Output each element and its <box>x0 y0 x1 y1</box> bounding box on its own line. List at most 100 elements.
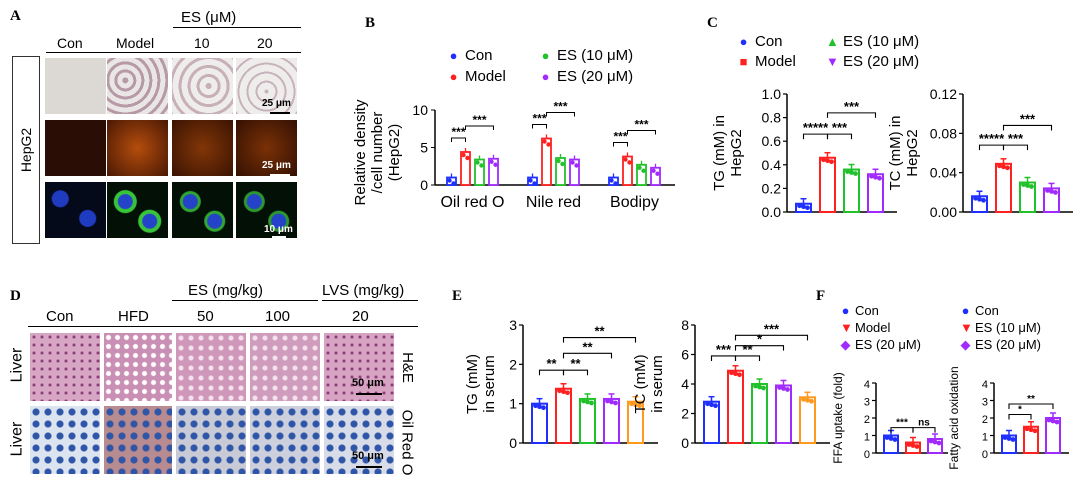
data-point <box>757 384 762 390</box>
y-tick-label: 0.4 <box>762 157 782 173</box>
a-img-bf-model <box>107 58 168 114</box>
f-legend-l-label-model: Model <box>855 320 891 335</box>
panel-letter-b: B <box>365 15 376 31</box>
y-tick-label: 1 <box>982 432 988 444</box>
bar <box>727 369 744 444</box>
f-legend-l-label-es20: ES (20 μM) <box>855 337 922 352</box>
y-axis-label: Relative density/cell number(HepG2) <box>352 99 403 205</box>
d-row-label-box-1: Liver <box>6 330 28 400</box>
data-point <box>825 158 830 164</box>
data-point <box>1045 188 1050 193</box>
data-point <box>1029 184 1034 189</box>
b-legend-label-model: Model <box>465 68 506 85</box>
data-point <box>1006 436 1012 441</box>
significance-bracket <box>562 369 589 376</box>
y-tick-label: 0.04 <box>930 165 957 181</box>
b-legend-model: ● Model <box>448 68 506 85</box>
a-group-line <box>173 27 301 28</box>
data-point <box>541 405 546 411</box>
data-point <box>884 435 890 440</box>
data-point <box>805 397 810 403</box>
y-axis-label: FFA uptake (fold) <box>831 372 845 463</box>
d-stain-label-he: H&E <box>398 351 416 383</box>
d-img-oro-con <box>30 406 100 474</box>
significance-label: *** <box>451 125 465 139</box>
d-img-oro-100 <box>250 406 320 474</box>
significance-label: *** <box>716 342 732 357</box>
bar <box>555 387 572 444</box>
b-legend-marker-con: ● <box>449 48 458 63</box>
y-tick-label: 3 <box>982 397 988 409</box>
d-col-hfd: HFD <box>118 308 149 325</box>
a-img-bod-10 <box>172 182 233 238</box>
x-tick-label: Bodipy <box>610 194 659 211</box>
data-point <box>928 438 934 444</box>
significance-label: *** <box>832 120 848 135</box>
data-point <box>633 402 638 408</box>
y-axis-label: TG (mM) inHepG2 <box>712 115 745 191</box>
b-legend-marker-model: ● <box>449 69 458 84</box>
bar <box>751 383 768 444</box>
significance-bracket <box>613 142 628 147</box>
d-col-50: 50 <box>197 308 214 325</box>
data-point <box>451 181 456 186</box>
d-group-es: ES (mg/kg) <box>188 282 264 299</box>
b-legend-es20: ● ES (20 μM) <box>540 68 634 85</box>
y-axis-label-line: FFA uptake (fold) <box>831 372 845 463</box>
data-point <box>1005 165 1010 171</box>
y-tick-label: 1 <box>864 432 870 444</box>
a-img-bod-20 <box>236 182 297 238</box>
data-point <box>713 403 718 409</box>
data-point <box>565 390 570 396</box>
d-img-he-hfd <box>104 333 172 401</box>
significance-bracket <box>1008 413 1032 420</box>
data-point <box>557 388 562 394</box>
data-point <box>447 178 452 183</box>
significance-bracket <box>465 125 494 130</box>
bar <box>603 397 620 444</box>
f-legend-r-label-es10: ES (10 μM) <box>975 320 1042 335</box>
significance-bracket <box>546 112 575 117</box>
y-tick-label: 6 <box>681 347 689 363</box>
data-point <box>781 386 786 391</box>
data-point <box>981 197 986 203</box>
bar <box>775 384 792 444</box>
data-point <box>753 383 758 389</box>
panel-letter-e: E <box>452 288 463 304</box>
significance-label: *** <box>844 99 860 114</box>
data-point <box>761 385 766 391</box>
data-point <box>532 181 537 186</box>
y-axis-label-line: HepG2 <box>904 129 921 177</box>
data-point <box>1001 164 1006 170</box>
y-tick-label: 0.2 <box>762 180 782 196</box>
y-tick-label: 10 <box>412 102 428 118</box>
y-tick-label: 4 <box>681 376 689 392</box>
significance-label: ** <box>742 342 753 357</box>
significance-label: ** <box>570 356 581 371</box>
a-col-con: Con <box>57 35 83 51</box>
f-legend-r-marker-con: ● <box>961 303 970 318</box>
data-point <box>637 403 642 409</box>
data-point <box>829 159 834 165</box>
y-tick-label: 5 <box>420 140 428 156</box>
significance-label: * <box>757 332 763 347</box>
data-point <box>581 398 586 404</box>
data-point <box>585 399 590 405</box>
f-legend-l-label-con: Con <box>855 303 879 318</box>
chart-b: 0 5 10 Relative density/cell number(HepG2) O… <box>352 99 675 211</box>
b-legend-marker-es10: ● <box>541 48 550 63</box>
f-legend-l-con: ● Con <box>840 303 879 318</box>
data-point <box>1050 418 1056 424</box>
b-legend-es10: ● ES (10 μM) <box>540 47 634 64</box>
bar <box>843 168 860 213</box>
data-point <box>1025 183 1030 188</box>
significance-label: *** <box>1008 131 1024 146</box>
a-scale-label-3: 10 μm <box>264 224 293 235</box>
b-legend-label-con: Con <box>465 47 493 64</box>
a-group-header: ES (μM) <box>181 9 237 26</box>
f-legend-r-es20: ◆ ES (20 μM) <box>960 337 1042 352</box>
y-axis-label: TC (mM) inHepG2 <box>888 116 921 191</box>
data-point <box>533 403 538 409</box>
